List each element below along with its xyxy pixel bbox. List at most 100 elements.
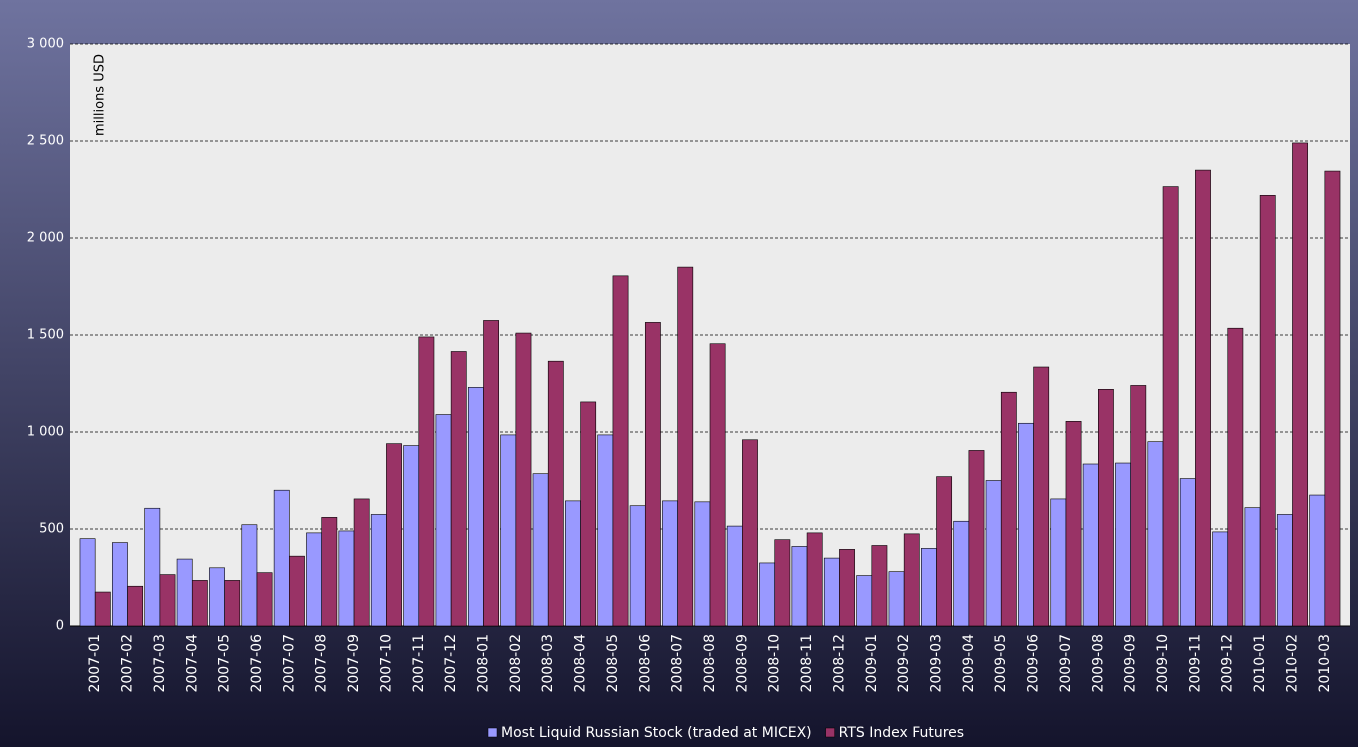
bar: [644, 322, 661, 627]
x-tick-label: 2007-10: [378, 634, 394, 693]
x-tick-label: 2007-02: [120, 634, 136, 693]
bar: [953, 520, 970, 627]
y-tick-label: 1 000: [27, 425, 64, 440]
bar: [1259, 195, 1276, 627]
bar: [1179, 478, 1196, 627]
bar: [306, 532, 322, 627]
bar: [127, 585, 144, 627]
x-tick-label: 2007-12: [443, 634, 459, 693]
bar: [856, 575, 873, 627]
bar: [176, 558, 193, 627]
x-tick-label: 2008-02: [508, 634, 524, 693]
x-tick-label: 2009-04: [961, 634, 977, 693]
x-tick-label: 2010-02: [1284, 634, 1300, 693]
bar: [1292, 142, 1308, 627]
x-tick-label: 2007-08: [314, 634, 330, 693]
bar: [1130, 385, 1147, 627]
y-tick-label: 500: [39, 522, 64, 537]
bar: [823, 557, 840, 627]
bar: [144, 507, 161, 627]
x-tick-label: 2008-09: [734, 634, 750, 693]
x-tick-label: 2010-03: [1317, 634, 1333, 693]
x-tick-label: 2008-01: [475, 634, 491, 693]
bar: [467, 387, 484, 627]
bar: [289, 555, 305, 627]
bar: [1195, 169, 1211, 627]
x-tick-label: 2008-08: [702, 634, 718, 693]
bar: [532, 473, 549, 627]
bar: [1033, 366, 1050, 627]
bar: [774, 539, 791, 627]
bar: [903, 533, 920, 627]
x-tick-label: 2009-06: [1026, 634, 1042, 693]
x-tick-label: 2009-08: [1090, 634, 1106, 693]
bar: [224, 580, 241, 627]
bar: [1276, 514, 1293, 627]
bar: [871, 545, 888, 627]
bar: [709, 343, 726, 627]
bar: [968, 450, 985, 627]
bar: [209, 567, 225, 627]
y-tick-label: 2 500: [27, 134, 64, 149]
bar: [515, 332, 532, 627]
bar: [921, 548, 937, 627]
bar: [1147, 441, 1164, 627]
bar: [500, 434, 517, 627]
bar: [629, 505, 646, 627]
x-tick-label: 2007-07: [281, 634, 297, 693]
y-tick-label: 0: [56, 619, 64, 634]
x-tick-label: 2008-07: [670, 634, 686, 693]
bar: [612, 275, 629, 627]
bar: [435, 414, 452, 627]
legend-label: RTS Index Futures: [839, 725, 964, 741]
x-tick-label: 2008-12: [831, 634, 847, 693]
bar: [338, 530, 355, 627]
bar: [353, 498, 370, 627]
bar: [547, 360, 564, 627]
bar: [370, 514, 387, 627]
x-tick-label: 2008-10: [767, 634, 783, 693]
bar: [1050, 498, 1067, 627]
x-tick-label: 2009-09: [1123, 634, 1139, 693]
bar: [791, 546, 808, 627]
y-tick-label: 3 000: [27, 37, 64, 52]
bar: [403, 445, 420, 627]
bar: [1000, 391, 1017, 627]
bar: [1227, 327, 1244, 627]
bar: [888, 571, 905, 627]
bar: [79, 538, 96, 627]
x-tick-label: 2007-11: [411, 634, 427, 693]
bar: [662, 500, 678, 627]
x-tick-label: 2009-11: [1187, 634, 1203, 693]
x-tick-label: 2007-04: [184, 634, 200, 693]
x-tick-label: 2008-05: [605, 634, 621, 693]
bar: [726, 525, 743, 627]
bar: [580, 401, 597, 627]
bar: [1082, 463, 1099, 627]
bar: [321, 517, 338, 627]
bar: [1018, 422, 1034, 627]
bar: [191, 580, 208, 627]
x-tick-label: 2009-02: [896, 634, 912, 693]
bar: [241, 524, 258, 627]
x-tick-label: 2008-03: [540, 634, 556, 693]
legend-label: Most Liquid Russian Stock (traded at MIC…: [501, 725, 812, 741]
bar: [597, 434, 614, 627]
bar: [386, 443, 402, 627]
x-tick-label: 2007-01: [87, 634, 103, 693]
bar: [1098, 389, 1114, 627]
x-tick-label: 2009-12: [1220, 634, 1236, 693]
bar: [94, 591, 111, 627]
bar: [1162, 186, 1179, 627]
bar: [1065, 421, 1082, 627]
x-tick-label: 2007-09: [346, 634, 362, 693]
legend-swatch: [487, 727, 498, 738]
bar: [985, 480, 1002, 627]
bar: [273, 489, 290, 627]
bar: [159, 574, 176, 627]
x-tick-label: 2009-10: [1155, 634, 1171, 693]
x-tick-label: 2009-01: [864, 634, 880, 693]
x-tick-label: 2007-06: [249, 634, 265, 693]
bar: [839, 549, 855, 627]
